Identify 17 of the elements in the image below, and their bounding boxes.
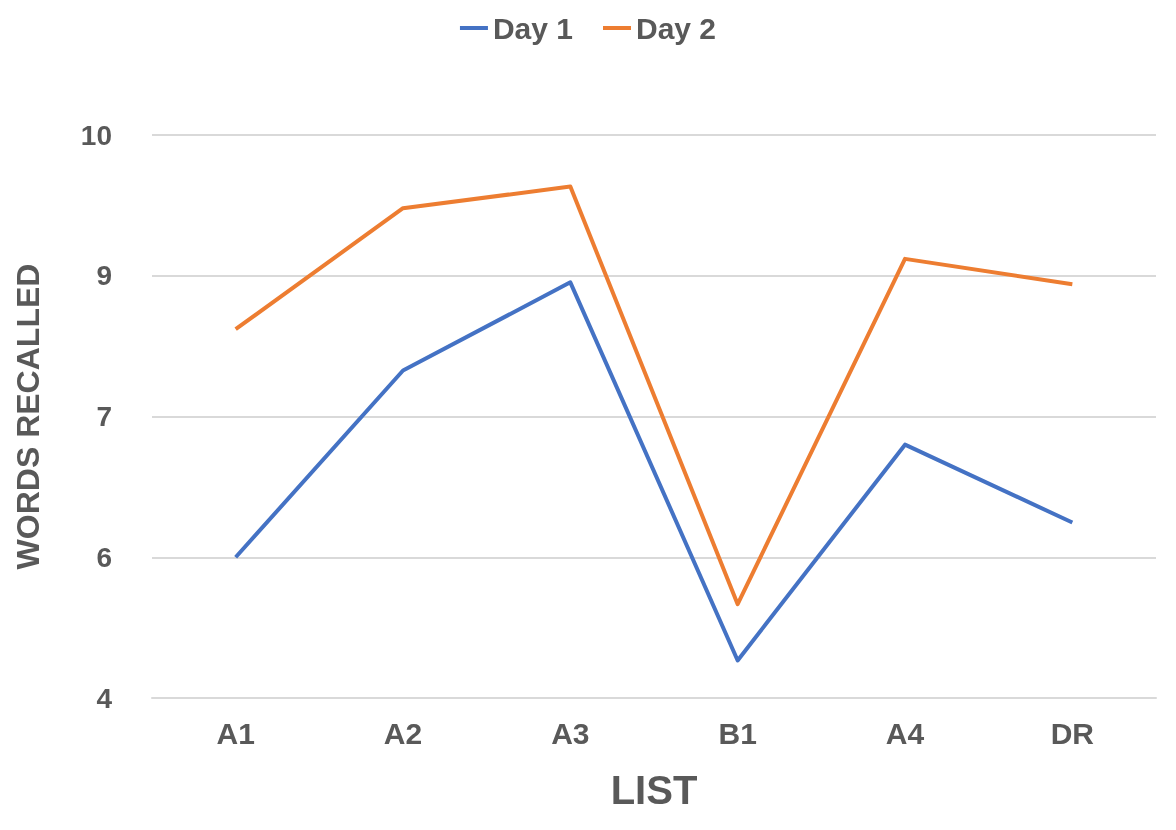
line-series [233,280,1075,663]
x-tick-label: A1 [216,716,255,750]
line-series [233,184,1075,607]
y-tick-label: 4 [96,682,113,714]
legend-label: Day 2 [636,11,717,45]
y-axis-title: WORDS RECALLED [10,263,46,570]
y-tick-label: 9 [96,260,112,292]
x-tick-label: B1 [718,716,757,750]
legend-label: Day 1 [492,11,574,45]
x-axis-title: LIST [610,768,698,812]
y-tick-label: 7 [96,401,112,432]
x-tick-label: A3 [551,716,590,750]
x-tick-label: A2 [383,716,423,750]
y-tick-label: 6 [96,541,112,573]
y-tick-label: 10 [80,119,112,151]
x-tick-label: DR [1050,716,1095,750]
x-tick-label: A4 [885,716,925,750]
